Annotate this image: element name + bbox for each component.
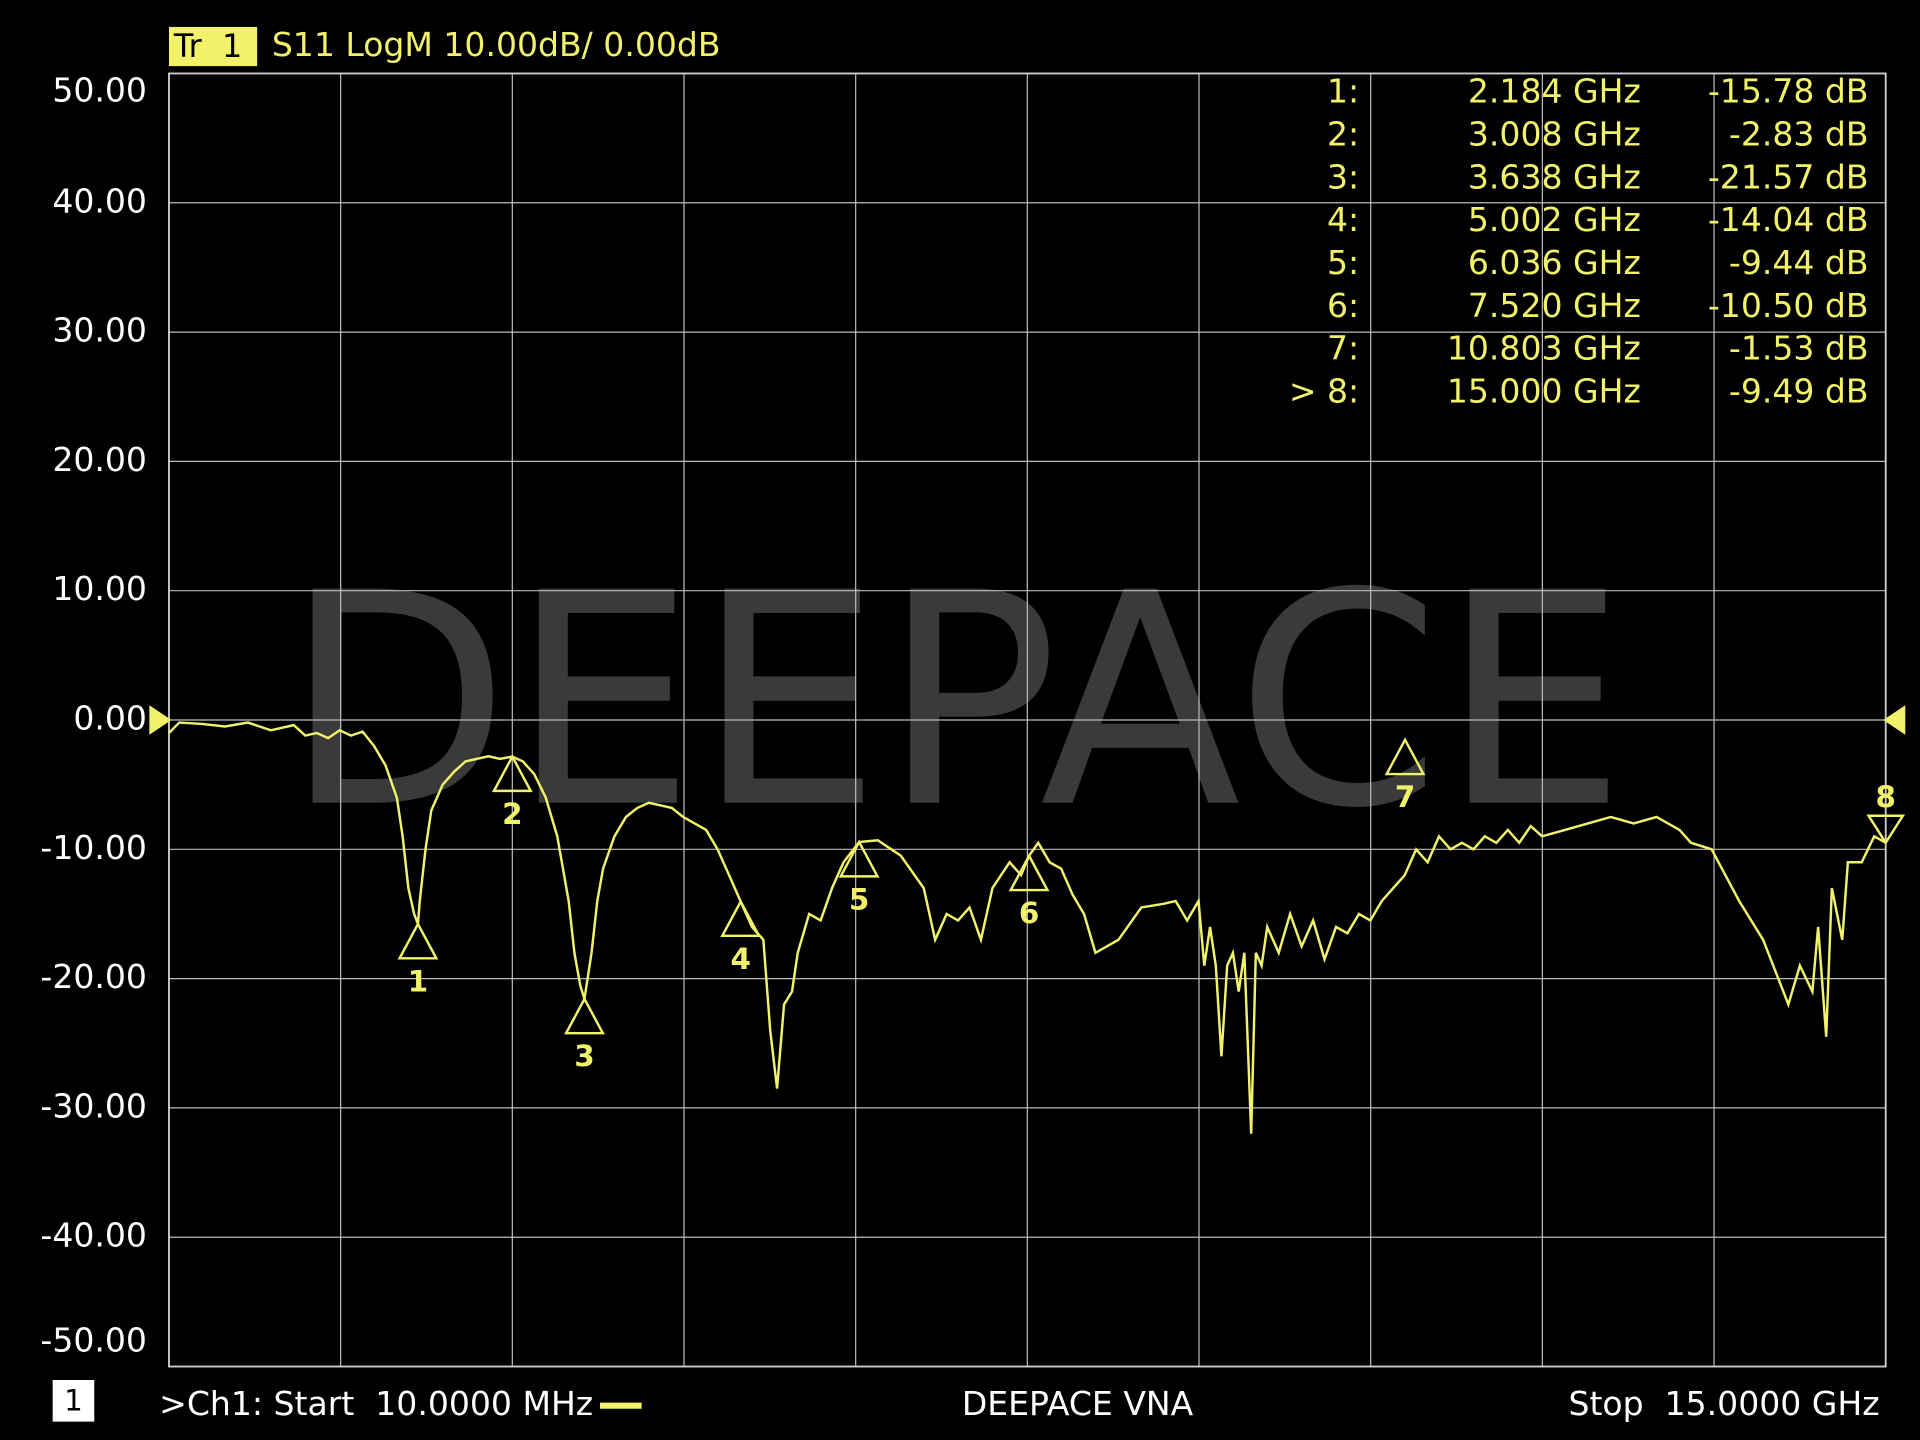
marker-frequency: 6.036 GHz (1468, 243, 1641, 282)
start-label: >Ch1: Start 10.0000 MHz (159, 1384, 593, 1423)
marker-triangle (564, 996, 605, 1035)
y-tick-label: 20.00 (52, 440, 147, 479)
marker-triangle (720, 898, 762, 938)
marker-triangle (1008, 853, 1050, 892)
marker-value: -2.83 dB (1729, 114, 1869, 153)
ref-arrow (1883, 705, 1906, 735)
marker-value: -15.78 dB (1708, 72, 1869, 111)
marker-value: -21.57 dB (1708, 157, 1869, 196)
marker-row-label: 3: (1327, 157, 1359, 196)
marker-number: 8 (1875, 780, 1895, 814)
marker-value: -9.44 dB (1729, 243, 1869, 282)
chart-title: S11 LogM 10.00dB/ 0.00dB (272, 25, 721, 64)
marker-triangle (1384, 737, 1426, 776)
marker-frequency: 3.008 GHz (1468, 114, 1641, 153)
marker-frequency: 5.002 GHz (1468, 200, 1641, 239)
trace-badge: Tr 1 (173, 27, 242, 65)
marker-row-label: 6: (1327, 286, 1359, 325)
marker-triangle (491, 754, 533, 793)
marker-number: 4 (730, 942, 750, 976)
marker-value: -9.49 dB (1729, 372, 1869, 411)
marker-number: 3 (574, 1039, 594, 1073)
y-tick-label: 50.00 (52, 70, 147, 109)
marker-triangle (838, 839, 880, 878)
marker-triangle (1866, 814, 1906, 845)
trace-badge-box (168, 26, 258, 67)
marker-row-label: 4: (1327, 200, 1359, 239)
marker-frequency: 2.184 GHz (1468, 72, 1641, 111)
marker-row-label: 5: (1327, 243, 1359, 282)
marker-frequency: 15.000 GHz (1447, 372, 1641, 411)
y-tick-label: -20.00 (40, 957, 147, 996)
center-label: DEEPACE VNA (962, 1384, 1194, 1423)
y-tick-label: 10.00 (52, 569, 147, 608)
marker-triangle (397, 921, 439, 960)
watermark: DEEPACE (284, 531, 1627, 873)
marker-value: -10.50 dB (1708, 286, 1869, 325)
marker-number: 5 (849, 882, 869, 916)
marker-number: 6 (1019, 896, 1039, 930)
marker-frequency: 10.803 GHz (1447, 329, 1641, 368)
y-tick-label: -40.00 (40, 1216, 147, 1255)
channel-badge: 1 (64, 1384, 83, 1418)
plot-area: 50.00 40.00 30.00 20.00 10.00 0.00 -10.00 -20.0… (40, 70, 1906, 1368)
ref-arrow (149, 705, 172, 735)
y-tick-label: -50.00 (40, 1321, 147, 1360)
marker-value: -14.04 dB (1708, 200, 1869, 239)
y-tick-label: 40.00 (52, 181, 147, 220)
y-tick-label: -30.00 (40, 1086, 147, 1125)
marker-number: 7 (1395, 780, 1415, 814)
stop-label: Stop 15.0000 GHz (1568, 1384, 1879, 1423)
marker-row-label: 1: (1327, 72, 1359, 111)
trace (168, 721, 1887, 1134)
marker-row-label: 7: (1327, 329, 1359, 368)
marker-number: 1 (408, 964, 428, 998)
marker-value: -1.53 dB (1729, 329, 1869, 368)
channel-badge-box (52, 1380, 95, 1422)
y-tick-label: 30.00 (52, 311, 147, 350)
marker-number: 2 (502, 797, 522, 831)
y-tick-label: 0.00 (73, 699, 147, 738)
marker-frequency: 7.520 GHz (1468, 286, 1641, 325)
y-tick-label: -10.00 (40, 828, 147, 867)
marker-row-label: 2: (1327, 114, 1359, 153)
marker-row-label: > 8: (1289, 372, 1359, 411)
marker-frequency: 3.638 GHz (1468, 157, 1641, 196)
